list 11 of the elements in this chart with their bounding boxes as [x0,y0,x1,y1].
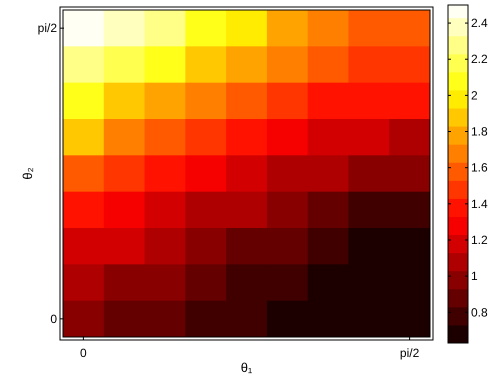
color-bar-label: 0.8 [471,305,488,320]
color-bar-label: 2.2 [471,52,488,66]
color-bar-label: 1.6 [471,160,488,175]
color-bar-label: 1 [471,269,478,284]
color-bar-label: 1.2 [471,232,488,247]
color-bar-label: 1.4 [471,196,488,211]
color-bar-label: 1.8 [471,124,488,139]
y-axis-title: θ₂ [20,167,35,180]
x-axis-title: θ₁ [240,360,253,375]
color-bar-label: 2.4 [471,16,488,30]
color-bar-label: 2 [471,88,478,102]
